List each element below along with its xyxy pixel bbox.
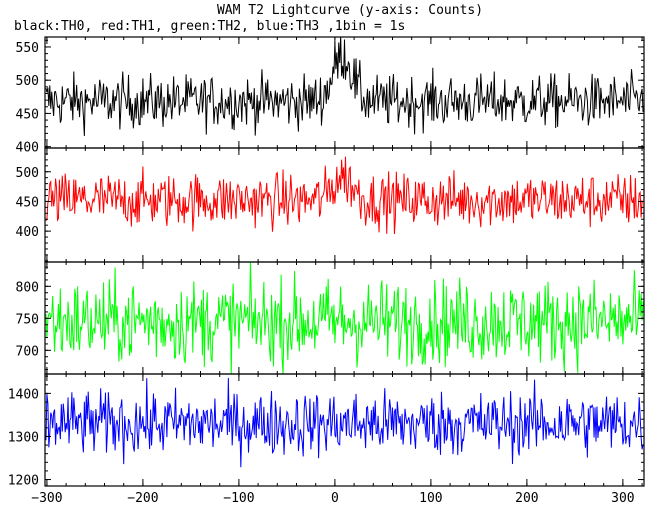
series-th1 <box>45 156 644 234</box>
panel-th1: 400 450 500 <box>16 147 645 263</box>
y-tick-label: 550 <box>16 41 39 56</box>
y-tick-label: 1400 <box>8 387 39 402</box>
y-tick-label: 450 <box>16 107 39 122</box>
series-th3 <box>45 377 644 468</box>
panel-frame <box>44 373 645 487</box>
x-tick-label: 300 <box>611 491 634 505</box>
x-tick-label: −200 <box>127 491 158 505</box>
y-tick-label: 400 <box>16 225 39 240</box>
series-th2 <box>45 262 644 374</box>
series-th0 <box>45 37 644 137</box>
x-tick-label: 0 <box>331 491 339 505</box>
y-tick-label: 500 <box>16 74 39 89</box>
x-tick-label: 100 <box>419 491 442 505</box>
y-tick-label: 1300 <box>8 430 39 445</box>
y-tick-label: 700 <box>16 344 39 359</box>
y-tick-label: 1200 <box>8 474 39 489</box>
y-tick-label: 400 <box>16 141 39 156</box>
y-tick-label: 750 <box>16 312 39 327</box>
y-tick-label: 800 <box>16 280 39 295</box>
chart-subtitle: black:TH0, red:TH1, green:TH2, blue:TH3 … <box>14 19 405 34</box>
panel-th0: 400 450 500 550 <box>16 36 645 156</box>
panel-th3: 1200 1300 1400 <box>8 373 645 489</box>
chart-title: WAM T2 Lightcurve (y-axis: Counts) <box>217 3 483 18</box>
y-tick-label: 450 <box>16 195 39 210</box>
x-tick-label: −300 <box>31 491 62 505</box>
x-tick-label: −100 <box>223 491 254 505</box>
x-tick-label: 200 <box>515 491 538 505</box>
y-tick-label: 500 <box>16 166 39 181</box>
panel-th2: 700 750 800 <box>16 261 645 375</box>
